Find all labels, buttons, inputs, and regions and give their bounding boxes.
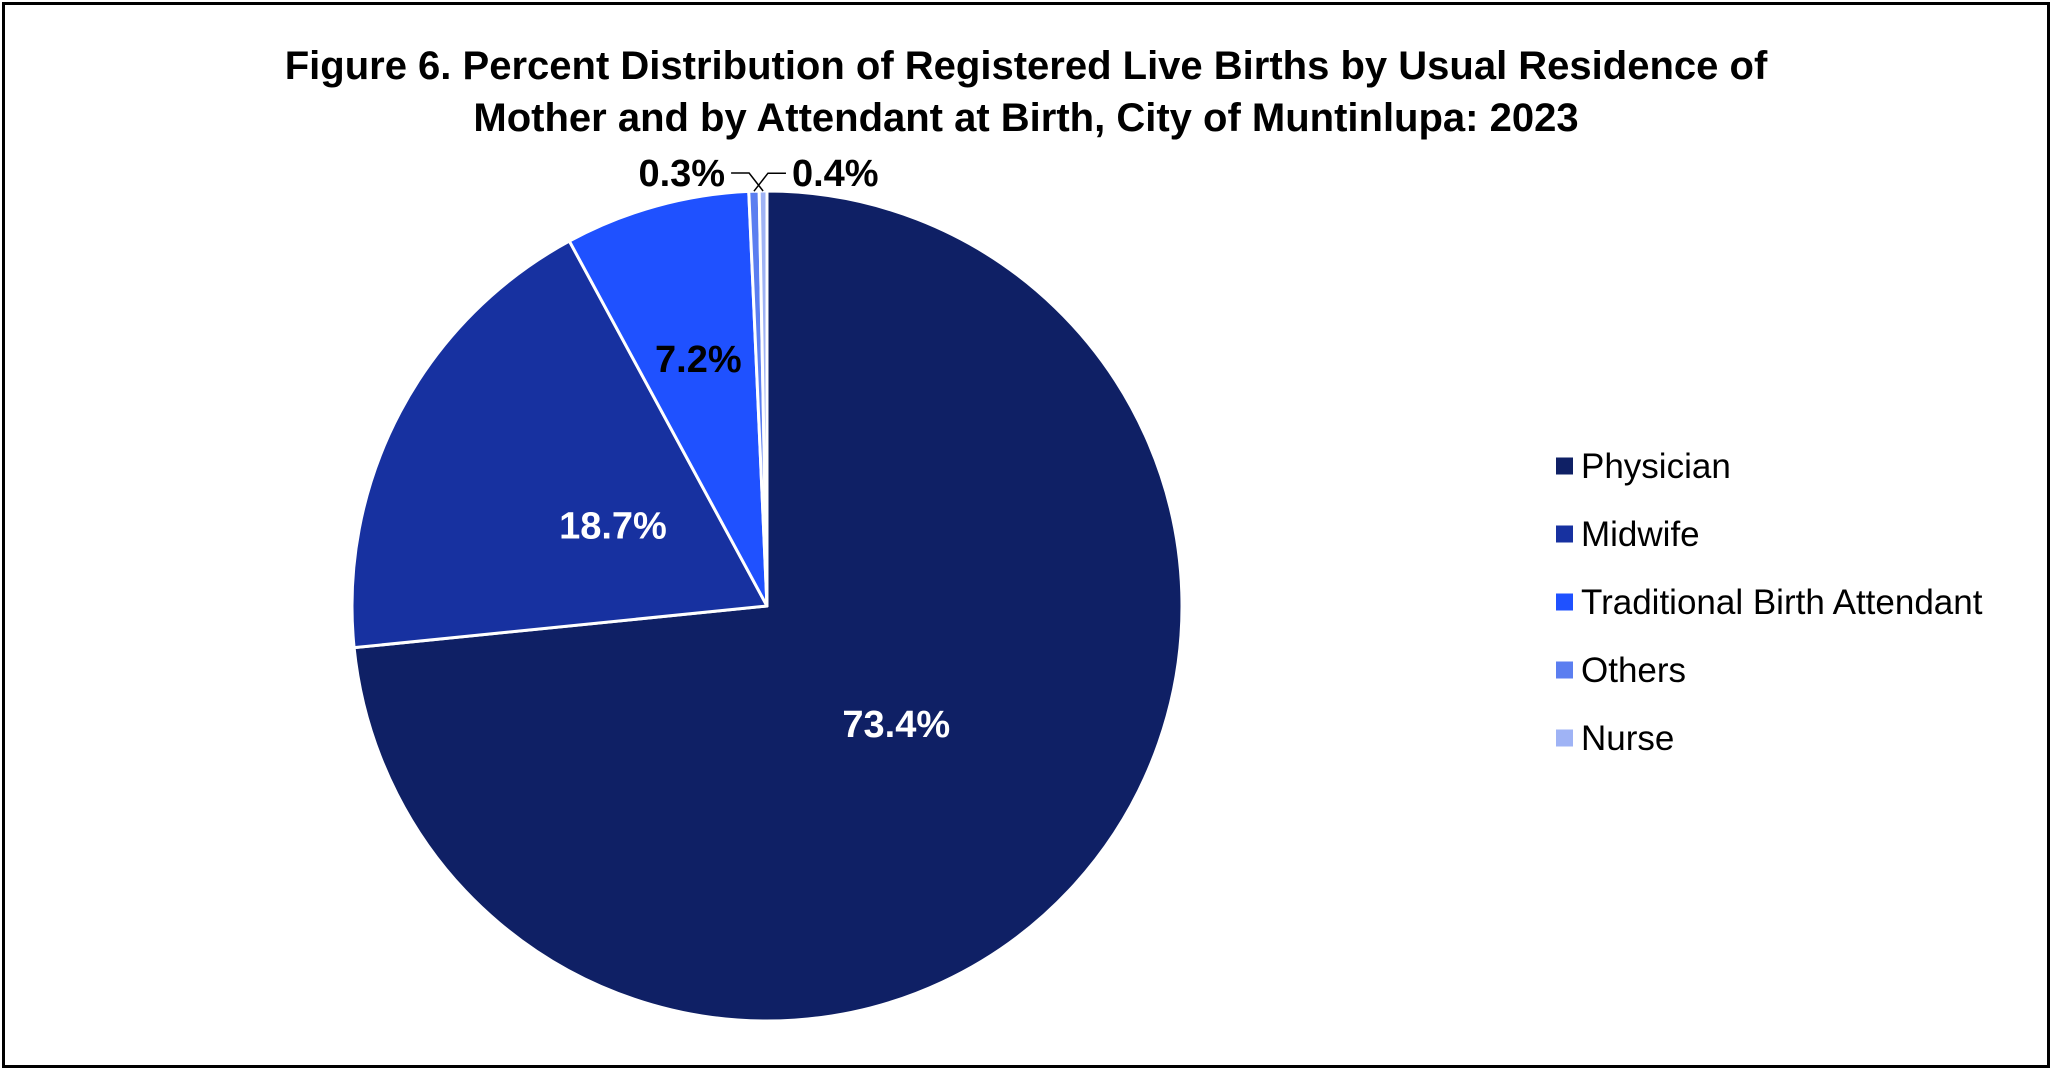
legend-label-physician: Physician: [1581, 447, 1731, 486]
leader-line-others: [753, 172, 786, 192]
pie-slice-traditional-birth-attendant: [567, 189, 769, 608]
data-label-midwife: 18.7%: [559, 505, 667, 547]
legend-swatch-traditional-birth-attendant: [1556, 593, 1573, 611]
leader-line-nurse: [731, 172, 764, 192]
legend-swatch-physician: [1556, 457, 1573, 475]
data-label-traditional-birth-attendant: 7.2%: [655, 339, 742, 381]
legend-label-nurse: Nurse: [1581, 719, 1674, 758]
legend-label-traditional-birth-attendant: Traditional Birth Attendant: [1581, 583, 1983, 622]
legend-swatch-others: [1556, 661, 1573, 679]
data-label-physician: 73.4%: [842, 704, 950, 746]
legend-swatch-nurse: [1556, 729, 1573, 747]
data-label-nurse: 0.3%: [638, 153, 725, 195]
legend-label-others: Others: [1581, 651, 1686, 690]
chart-title-line-1: Figure 6. Percent Distribution of Regist…: [284, 44, 1768, 88]
pie-slice-nurse: [757, 189, 769, 608]
pie-slice-midwife: [350, 239, 769, 650]
chart-title-line-2: Mother and by Attendant at Birth, City o…: [473, 96, 1579, 140]
legend-swatch-midwife: [1556, 525, 1573, 543]
data-label-others: 0.4%: [792, 153, 879, 195]
legend-label-midwife: Midwife: [1581, 515, 1700, 554]
chart-title: Figure 6. Percent Distribution of Regist…: [0, 40, 2052, 144]
